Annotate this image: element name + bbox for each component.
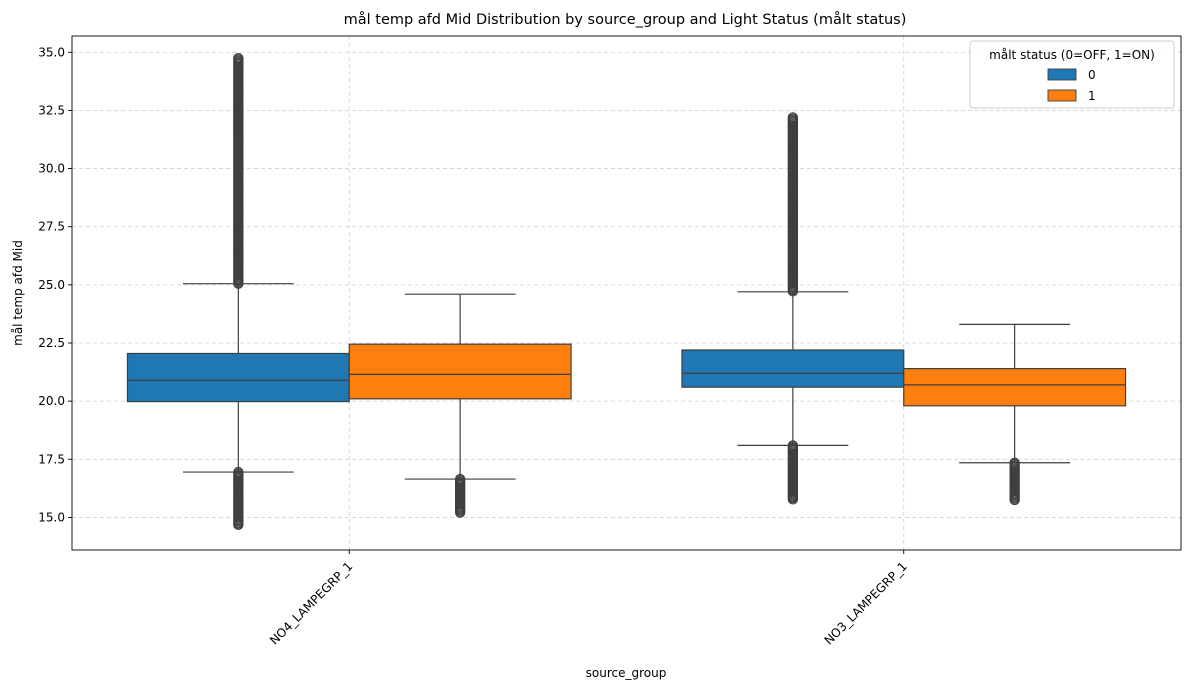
x-axis: NO4_LAMPEGRP_1 NO3_LAMPEGRP_1 bbox=[267, 550, 910, 648]
upper-outlier bbox=[787, 286, 798, 297]
y-tick-label: 20.0 bbox=[38, 394, 65, 408]
box-body bbox=[903, 367, 1127, 407]
y-tick-label: 27.5 bbox=[38, 220, 65, 234]
chart-title: mål temp afd Mid Distribution by source_… bbox=[344, 11, 907, 28]
box-body bbox=[681, 349, 905, 388]
legend: målt status (0=OFF, 1=ON) 0 1 bbox=[969, 40, 1175, 109]
box-groups bbox=[126, 52, 1127, 531]
y-tick-label: 22.5 bbox=[38, 336, 65, 350]
lower-outlier bbox=[233, 519, 244, 531]
y-axis-label: mål temp afd Mid bbox=[11, 240, 25, 346]
y-tick-label: 15.0 bbox=[38, 510, 65, 524]
y-tick-label: 35.0 bbox=[38, 45, 65, 59]
legend-swatch-1 bbox=[1047, 89, 1077, 102]
box-body bbox=[348, 343, 572, 400]
lower-outlier bbox=[1009, 494, 1020, 506]
legend-title: målt status (0=OFF, 1=ON) bbox=[989, 48, 1155, 62]
box-NO3_LAMPEGRP_1-status-0 bbox=[681, 112, 905, 505]
y-tick-label: 25.0 bbox=[38, 278, 65, 292]
legend-swatch-0 bbox=[1047, 68, 1077, 81]
y-axis: 15.0 17.5 20.0 22.5 25.0 27.5 30.0 32.5 35.0 bbox=[38, 45, 72, 524]
plot-frame bbox=[71, 35, 1182, 551]
y-tick-label: 17.5 bbox=[38, 452, 65, 466]
x-axis-label: source_group bbox=[586, 666, 667, 680]
upper-outlier bbox=[233, 278, 244, 289]
lower-outlier bbox=[787, 494, 798, 505]
legend-label-1: 1 bbox=[1088, 89, 1096, 103]
y-tick-label: 32.5 bbox=[38, 103, 65, 117]
legend-label-0: 0 bbox=[1088, 68, 1096, 82]
y-tick-label: 30.0 bbox=[38, 162, 65, 176]
lower-outlier bbox=[454, 507, 466, 518]
box-NO3_LAMPEGRP_1-status-1 bbox=[903, 323, 1127, 506]
x-tick-label: NO4_LAMPEGRP_1 bbox=[267, 559, 355, 647]
box-NO4_LAMPEGRP_1-status-0 bbox=[126, 52, 350, 531]
box-body bbox=[126, 352, 350, 403]
box-NO4_LAMPEGRP_1-status-1 bbox=[348, 293, 572, 518]
x-tick-label: NO3_LAMPEGRP_1 bbox=[822, 559, 910, 647]
